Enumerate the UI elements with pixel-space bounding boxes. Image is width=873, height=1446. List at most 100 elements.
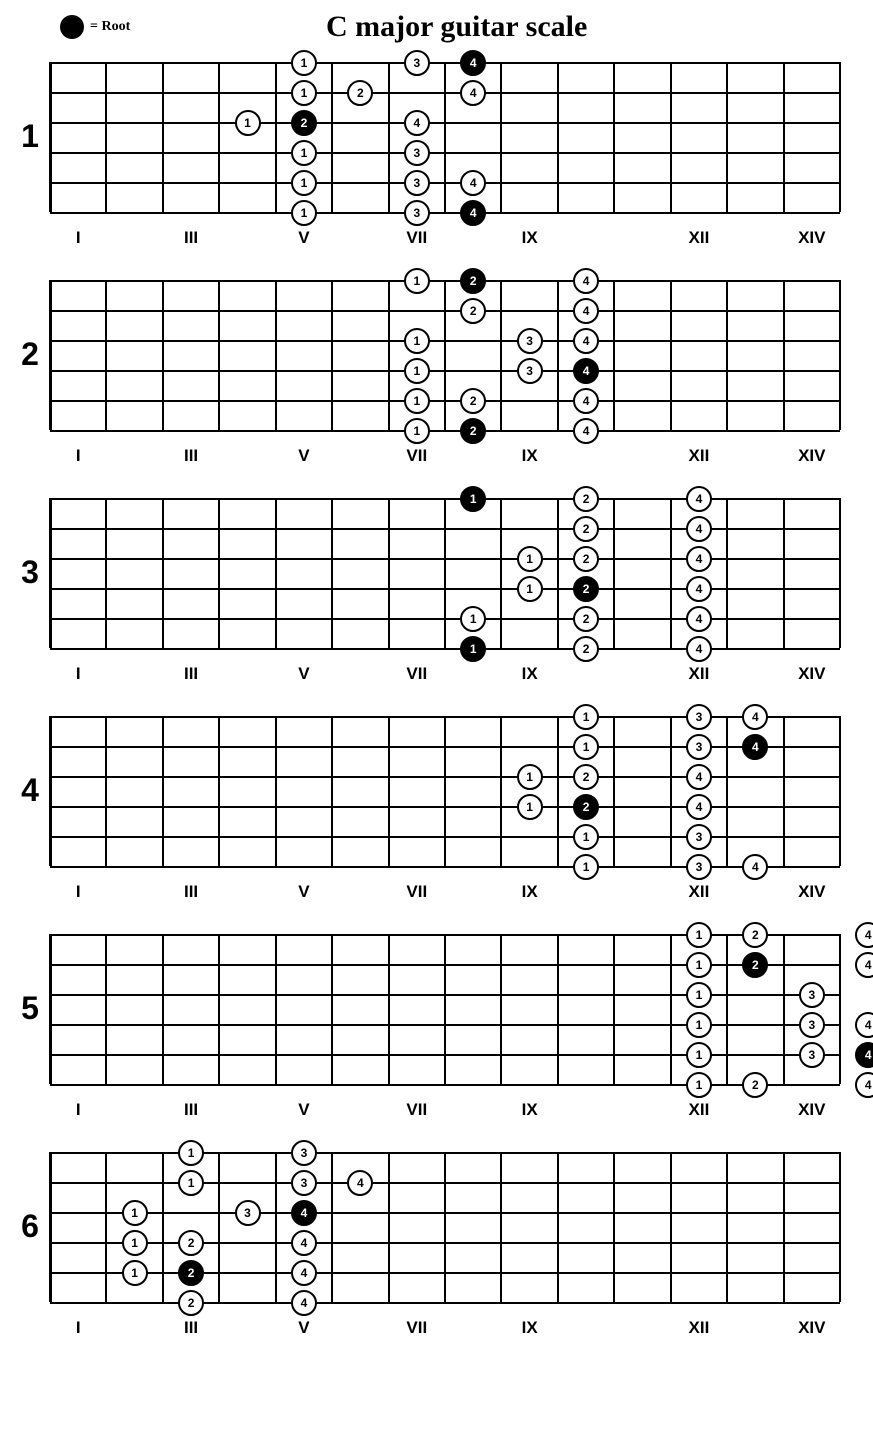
note-dot: 2 xyxy=(347,80,373,106)
fretboard-wrap: 12424124124124124IIIIVVIIIXXIIXIV xyxy=(50,484,863,684)
note-dot: 2 xyxy=(573,516,599,542)
fret-line xyxy=(331,934,333,1084)
note-dot: 3 xyxy=(799,982,825,1008)
fret-line xyxy=(557,62,559,212)
fret-line xyxy=(105,716,107,866)
string-line xyxy=(50,1302,840,1304)
position-number: 1 xyxy=(10,118,50,155)
note-dot: 1 xyxy=(291,200,317,226)
note-dot: 3 xyxy=(404,170,430,196)
fretboard: 13413412412413134 xyxy=(50,702,840,880)
fret-label: XIV xyxy=(798,1100,825,1120)
fret-grid xyxy=(50,498,840,648)
fret-line xyxy=(726,498,728,648)
fret-label: XII xyxy=(689,882,710,902)
fret-line xyxy=(839,934,841,1084)
position-number: 3 xyxy=(10,554,50,591)
note-dot: 1 xyxy=(291,50,317,76)
fretboard: 12412413134134124 xyxy=(50,920,840,1098)
fretboard-wrap: 12412413134134124IIIIVVIIIXXIIXIV xyxy=(50,920,863,1120)
fret-line xyxy=(49,934,52,1084)
fret-line xyxy=(275,934,277,1084)
fret-line xyxy=(783,1152,785,1302)
string-line xyxy=(50,212,840,214)
fret-label: I xyxy=(76,882,81,902)
fret-label: VII xyxy=(406,1100,427,1120)
fret-line xyxy=(218,498,220,648)
note-dot: 1 xyxy=(686,1072,712,1098)
fret-line xyxy=(839,498,841,648)
note-dot: 4 xyxy=(573,418,599,444)
note-dot: 4 xyxy=(742,854,768,880)
fret-line xyxy=(275,498,277,648)
note-dot: 4 xyxy=(291,1260,317,1286)
diagram-row: 61313413412412424IIIIVVIIIXXIIXIV xyxy=(10,1138,863,1338)
fret-grid xyxy=(50,1152,840,1302)
page-title: C major guitar scale xyxy=(130,10,783,44)
note-dot: 4 xyxy=(573,268,599,294)
fret-labels: IIIIVVIIIXXIIXIV xyxy=(50,1318,863,1338)
fret-line xyxy=(105,934,107,1084)
note-dot: 1 xyxy=(122,1260,148,1286)
fret-line xyxy=(162,934,164,1084)
fret-labels: IIIIVVIIIXXIIXIV xyxy=(50,1100,863,1120)
note-dot: 1 xyxy=(517,794,543,820)
note-dot: 4 xyxy=(347,1170,373,1196)
note-dot: 1 xyxy=(460,606,486,632)
fret-label: V xyxy=(298,1318,309,1338)
note-dot: 3 xyxy=(799,1042,825,1068)
fret-line xyxy=(218,934,220,1084)
fret-label: XII xyxy=(689,446,710,466)
page: = Root C major guitar scale 1 1 3 4 1 2 4 1 2 4 1 3… xyxy=(10,10,863,1338)
fret-line xyxy=(726,716,728,866)
note-dot: 2 xyxy=(742,1072,768,1098)
string-line xyxy=(50,648,840,650)
note-dot: 2 xyxy=(178,1290,204,1316)
fret-label: IX xyxy=(522,882,538,902)
fret-label: III xyxy=(184,1100,198,1120)
fret-line xyxy=(839,280,841,430)
fret-line xyxy=(444,62,446,212)
note-dot: 1 xyxy=(122,1230,148,1256)
fretboard: 12424134134124124 xyxy=(50,266,840,444)
fret-label: XII xyxy=(689,1318,710,1338)
note-dot: 2 xyxy=(178,1230,204,1256)
note-dot: 1 xyxy=(404,358,430,384)
note-dot: 4 xyxy=(686,576,712,602)
fret-line xyxy=(444,934,446,1084)
note-dot: 4 xyxy=(686,486,712,512)
note-dot: 1 xyxy=(404,418,430,444)
fret-label: III xyxy=(184,1318,198,1338)
fret-labels: IIIIVVIIIXXIIXIV xyxy=(50,228,863,248)
fret-line xyxy=(726,934,728,1084)
fret-label: I xyxy=(76,446,81,466)
root-note-dot: 4 xyxy=(460,200,486,226)
note-dot: 4 xyxy=(686,546,712,572)
note-dot: 1 xyxy=(235,110,261,136)
fret-line xyxy=(49,716,52,866)
note-dot: 1 xyxy=(122,1200,148,1226)
fret-label: I xyxy=(76,228,81,248)
note-dot: 1 xyxy=(178,1140,204,1166)
root-note-dot: 2 xyxy=(573,576,599,602)
fret-line xyxy=(839,716,841,866)
fret-label: XII xyxy=(689,664,710,684)
fretboard-wrap: 13413412412413134IIIIVVIIIXXIIXIV xyxy=(50,702,863,902)
root-note-dot: 2 xyxy=(178,1260,204,1286)
position-number: 4 xyxy=(10,772,50,809)
fret-line xyxy=(444,280,446,430)
fret-label: III xyxy=(184,446,198,466)
note-dot: 1 xyxy=(573,824,599,850)
note-dot: 4 xyxy=(855,1012,873,1038)
header: = Root C major guitar scale xyxy=(10,10,863,44)
fretboard-wrap: 1313413412412424IIIIVVIIIXXIIXIV xyxy=(50,1138,863,1338)
note-dot: 3 xyxy=(404,200,430,226)
note-dot: 3 xyxy=(517,358,543,384)
string-line xyxy=(50,866,840,868)
fret-line xyxy=(726,280,728,430)
fret-label: VII xyxy=(406,1318,427,1338)
fret-line xyxy=(783,934,785,1084)
fret-line xyxy=(557,280,559,430)
root-note-dot: 4 xyxy=(291,1200,317,1226)
note-dot: 1 xyxy=(404,328,430,354)
